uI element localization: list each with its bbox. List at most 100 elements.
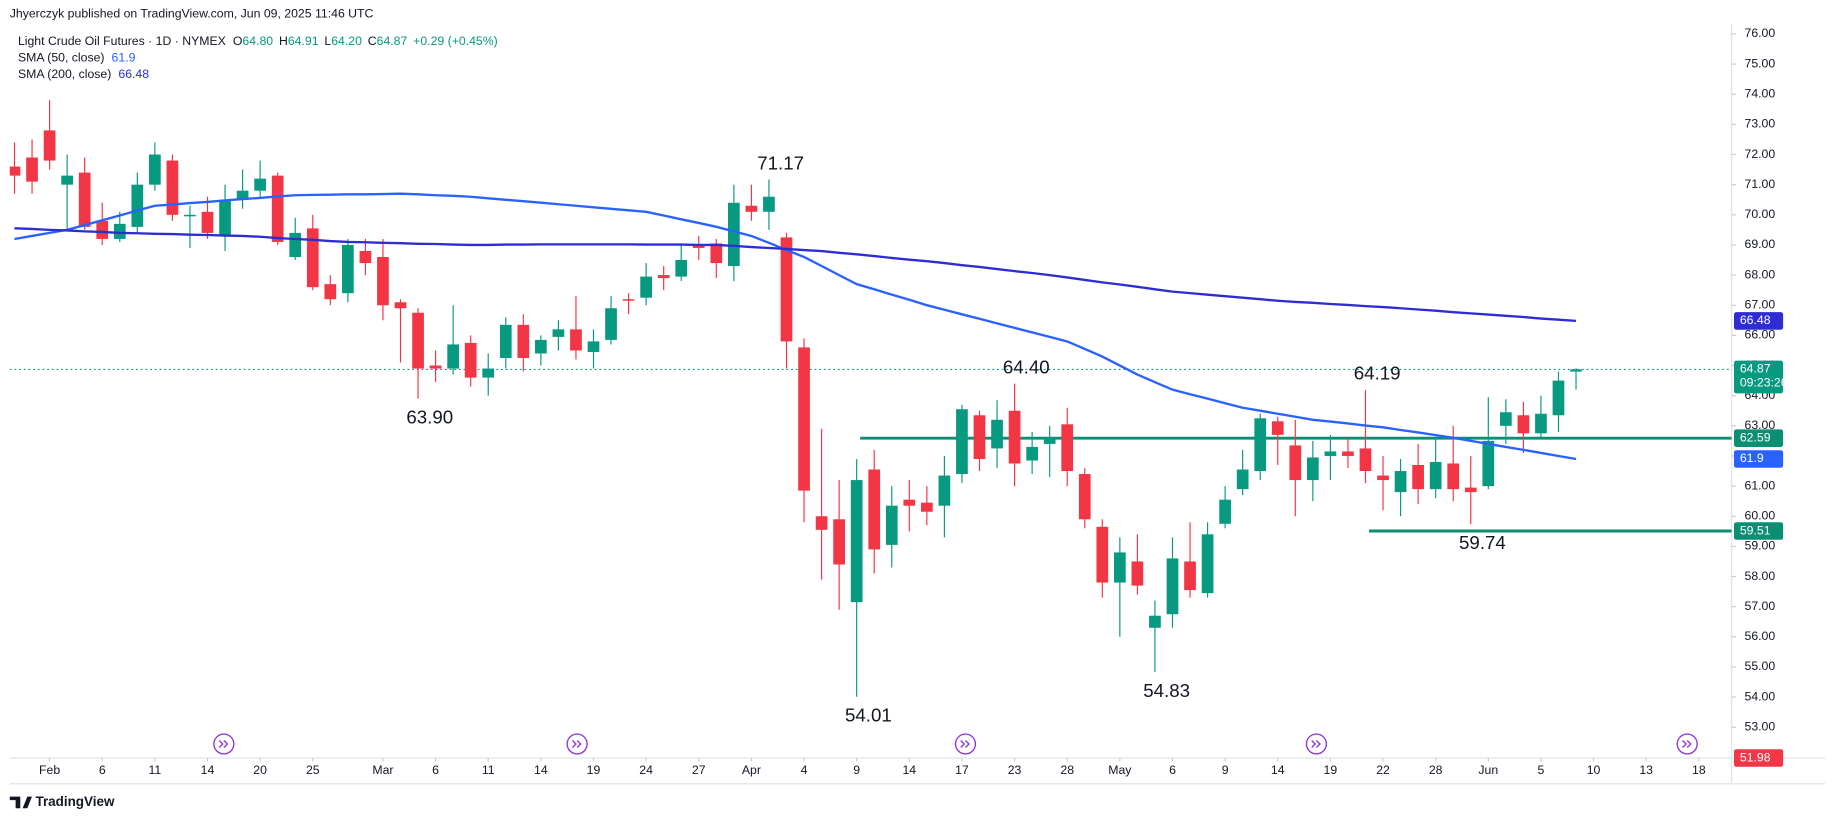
- candle-body: [412, 312, 424, 369]
- change: +0.29 (+0.45%): [413, 34, 498, 48]
- sma50-legend: SMA (50, close) 61.9: [18, 51, 136, 65]
- ohlc-value: 64.91: [288, 34, 319, 48]
- y-tick-label: 76.00: [1745, 26, 1776, 40]
- sma-line: [14, 227, 1577, 323]
- candle-body: [833, 519, 845, 565]
- ohlc-key: C: [368, 34, 377, 48]
- candle-body: [1570, 369, 1582, 372]
- x-tick-label: 23: [1008, 763, 1022, 777]
- publisher: Jhyerczyk published on TradingView.com, …: [10, 6, 374, 20]
- event-icon[interactable]: [566, 733, 588, 755]
- candle-body: [587, 341, 600, 352]
- candle-body: [675, 260, 688, 277]
- y-tick-label: 59.00: [1745, 539, 1776, 553]
- x-tick-label: 14: [201, 763, 215, 777]
- x-tick-label: 14: [534, 763, 548, 777]
- y-tick-label: 74.00: [1745, 86, 1776, 100]
- x-tick-label: 27: [692, 763, 706, 777]
- y-tick-label: 71.00: [1745, 177, 1776, 191]
- x-tick-label: 17: [955, 763, 969, 777]
- countdown: 09:23:26: [1740, 376, 1788, 390]
- x-tick-label: 11: [148, 763, 161, 777]
- candle-body: [1236, 469, 1249, 490]
- candle-body: [43, 130, 56, 161]
- event-icon[interactable]: [1676, 733, 1698, 755]
- candle-body: [26, 157, 38, 182]
- candle-body: [1377, 475, 1389, 481]
- y-tick-label: 67.00: [1745, 297, 1776, 311]
- candle-body: [271, 175, 284, 242]
- candle-body: [657, 275, 670, 279]
- x-tick-label: 13: [1639, 763, 1653, 777]
- candle-body: [254, 178, 266, 191]
- x-tick-label: 4: [801, 763, 808, 777]
- candle-body: [306, 228, 319, 288]
- candle-body: [1008, 410, 1021, 464]
- candle-body: [763, 196, 775, 212]
- candle-body: [447, 344, 459, 369]
- candle-body: [1482, 440, 1495, 487]
- x-tick-label: 9: [1222, 763, 1229, 777]
- x-tick-label: 24: [639, 763, 653, 777]
- candle-body: [1219, 499, 1231, 524]
- event-icon[interactable]: [954, 733, 977, 755]
- x-tick-label: 19: [587, 763, 601, 777]
- candle-body: [394, 302, 407, 309]
- candle-body: [885, 505, 898, 545]
- candle-body: [184, 214, 196, 217]
- candle-body: [289, 232, 302, 258]
- price-marker: [1733, 429, 1784, 447]
- brand-logo: [9, 796, 32, 809]
- candle-body: [692, 244, 705, 248]
- price-marker: [1733, 450, 1784, 468]
- annotation: 54.01: [845, 705, 892, 726]
- candle-body: [1149, 615, 1161, 628]
- y-tick-label: 63.00: [1745, 418, 1776, 432]
- candle-body: [1429, 461, 1442, 490]
- candle-body: [219, 199, 231, 236]
- x-tick-label: 22: [1376, 763, 1390, 777]
- event-icon[interactable]: [1305, 733, 1328, 755]
- y-tick-label: 60.00: [1745, 508, 1776, 522]
- y-tick-label: 61.00: [1745, 478, 1776, 492]
- price-marker: [1733, 749, 1784, 767]
- x-tick-label: 11: [482, 763, 495, 777]
- candle-body: [1096, 526, 1109, 583]
- candle-body: [605, 308, 617, 340]
- candle-body: [342, 244, 354, 294]
- candle-body: [1464, 487, 1477, 493]
- candle-body: [1342, 451, 1354, 456]
- candle-body: [570, 329, 582, 351]
- price-marker-label: 51.98: [1740, 750, 1771, 764]
- y-tick-label: 58.00: [1745, 569, 1776, 583]
- candle-body: [429, 365, 442, 369]
- y-tick-label: 68.00: [1745, 267, 1776, 281]
- y-tick-label: 72.00: [1745, 147, 1776, 161]
- candle-body: [1499, 412, 1512, 426]
- candle-body: [956, 409, 968, 475]
- event-icon[interactable]: [213, 733, 235, 755]
- x-tick-label: Feb: [39, 763, 60, 777]
- candle-body: [482, 368, 495, 378]
- x-tick-label: 9: [853, 763, 860, 777]
- candle-body: [324, 284, 337, 300]
- x-tick-label: 10: [1587, 763, 1601, 777]
- ohlc-key: O: [233, 34, 243, 48]
- candle-body: [1166, 558, 1179, 615]
- x-tick-label: Apr: [742, 763, 761, 777]
- price-marker: [1733, 360, 1784, 394]
- price-marker-label: 66.48: [1740, 313, 1771, 327]
- x-tick-label: Mar: [372, 763, 393, 777]
- candle-body: [1254, 418, 1267, 472]
- series-value: 61.9: [112, 51, 136, 65]
- event-icons: [213, 733, 1698, 755]
- candle-body: [1306, 457, 1319, 481]
- candle-body: [61, 175, 73, 185]
- candle-body: [1517, 415, 1530, 434]
- candle-body: [377, 257, 389, 306]
- price-marker: [1733, 522, 1784, 540]
- ohlc-key: H: [279, 34, 288, 48]
